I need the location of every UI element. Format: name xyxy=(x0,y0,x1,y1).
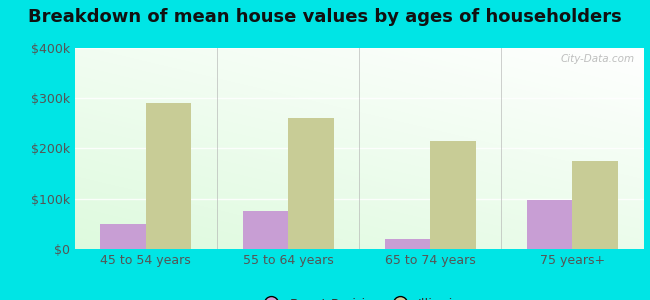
Bar xyxy=(527,200,573,249)
Bar xyxy=(430,141,476,249)
Bar xyxy=(100,224,146,249)
Bar xyxy=(573,161,618,249)
Bar xyxy=(242,211,288,249)
Text: City-Data.com: City-Data.com xyxy=(561,54,635,64)
Bar xyxy=(288,118,333,249)
Bar xyxy=(385,239,430,249)
Legend: Burnt Prairie, Illinois: Burnt Prairie, Illinois xyxy=(253,293,465,300)
Bar xyxy=(146,103,191,249)
Text: Breakdown of mean house values by ages of householders: Breakdown of mean house values by ages o… xyxy=(28,8,622,26)
